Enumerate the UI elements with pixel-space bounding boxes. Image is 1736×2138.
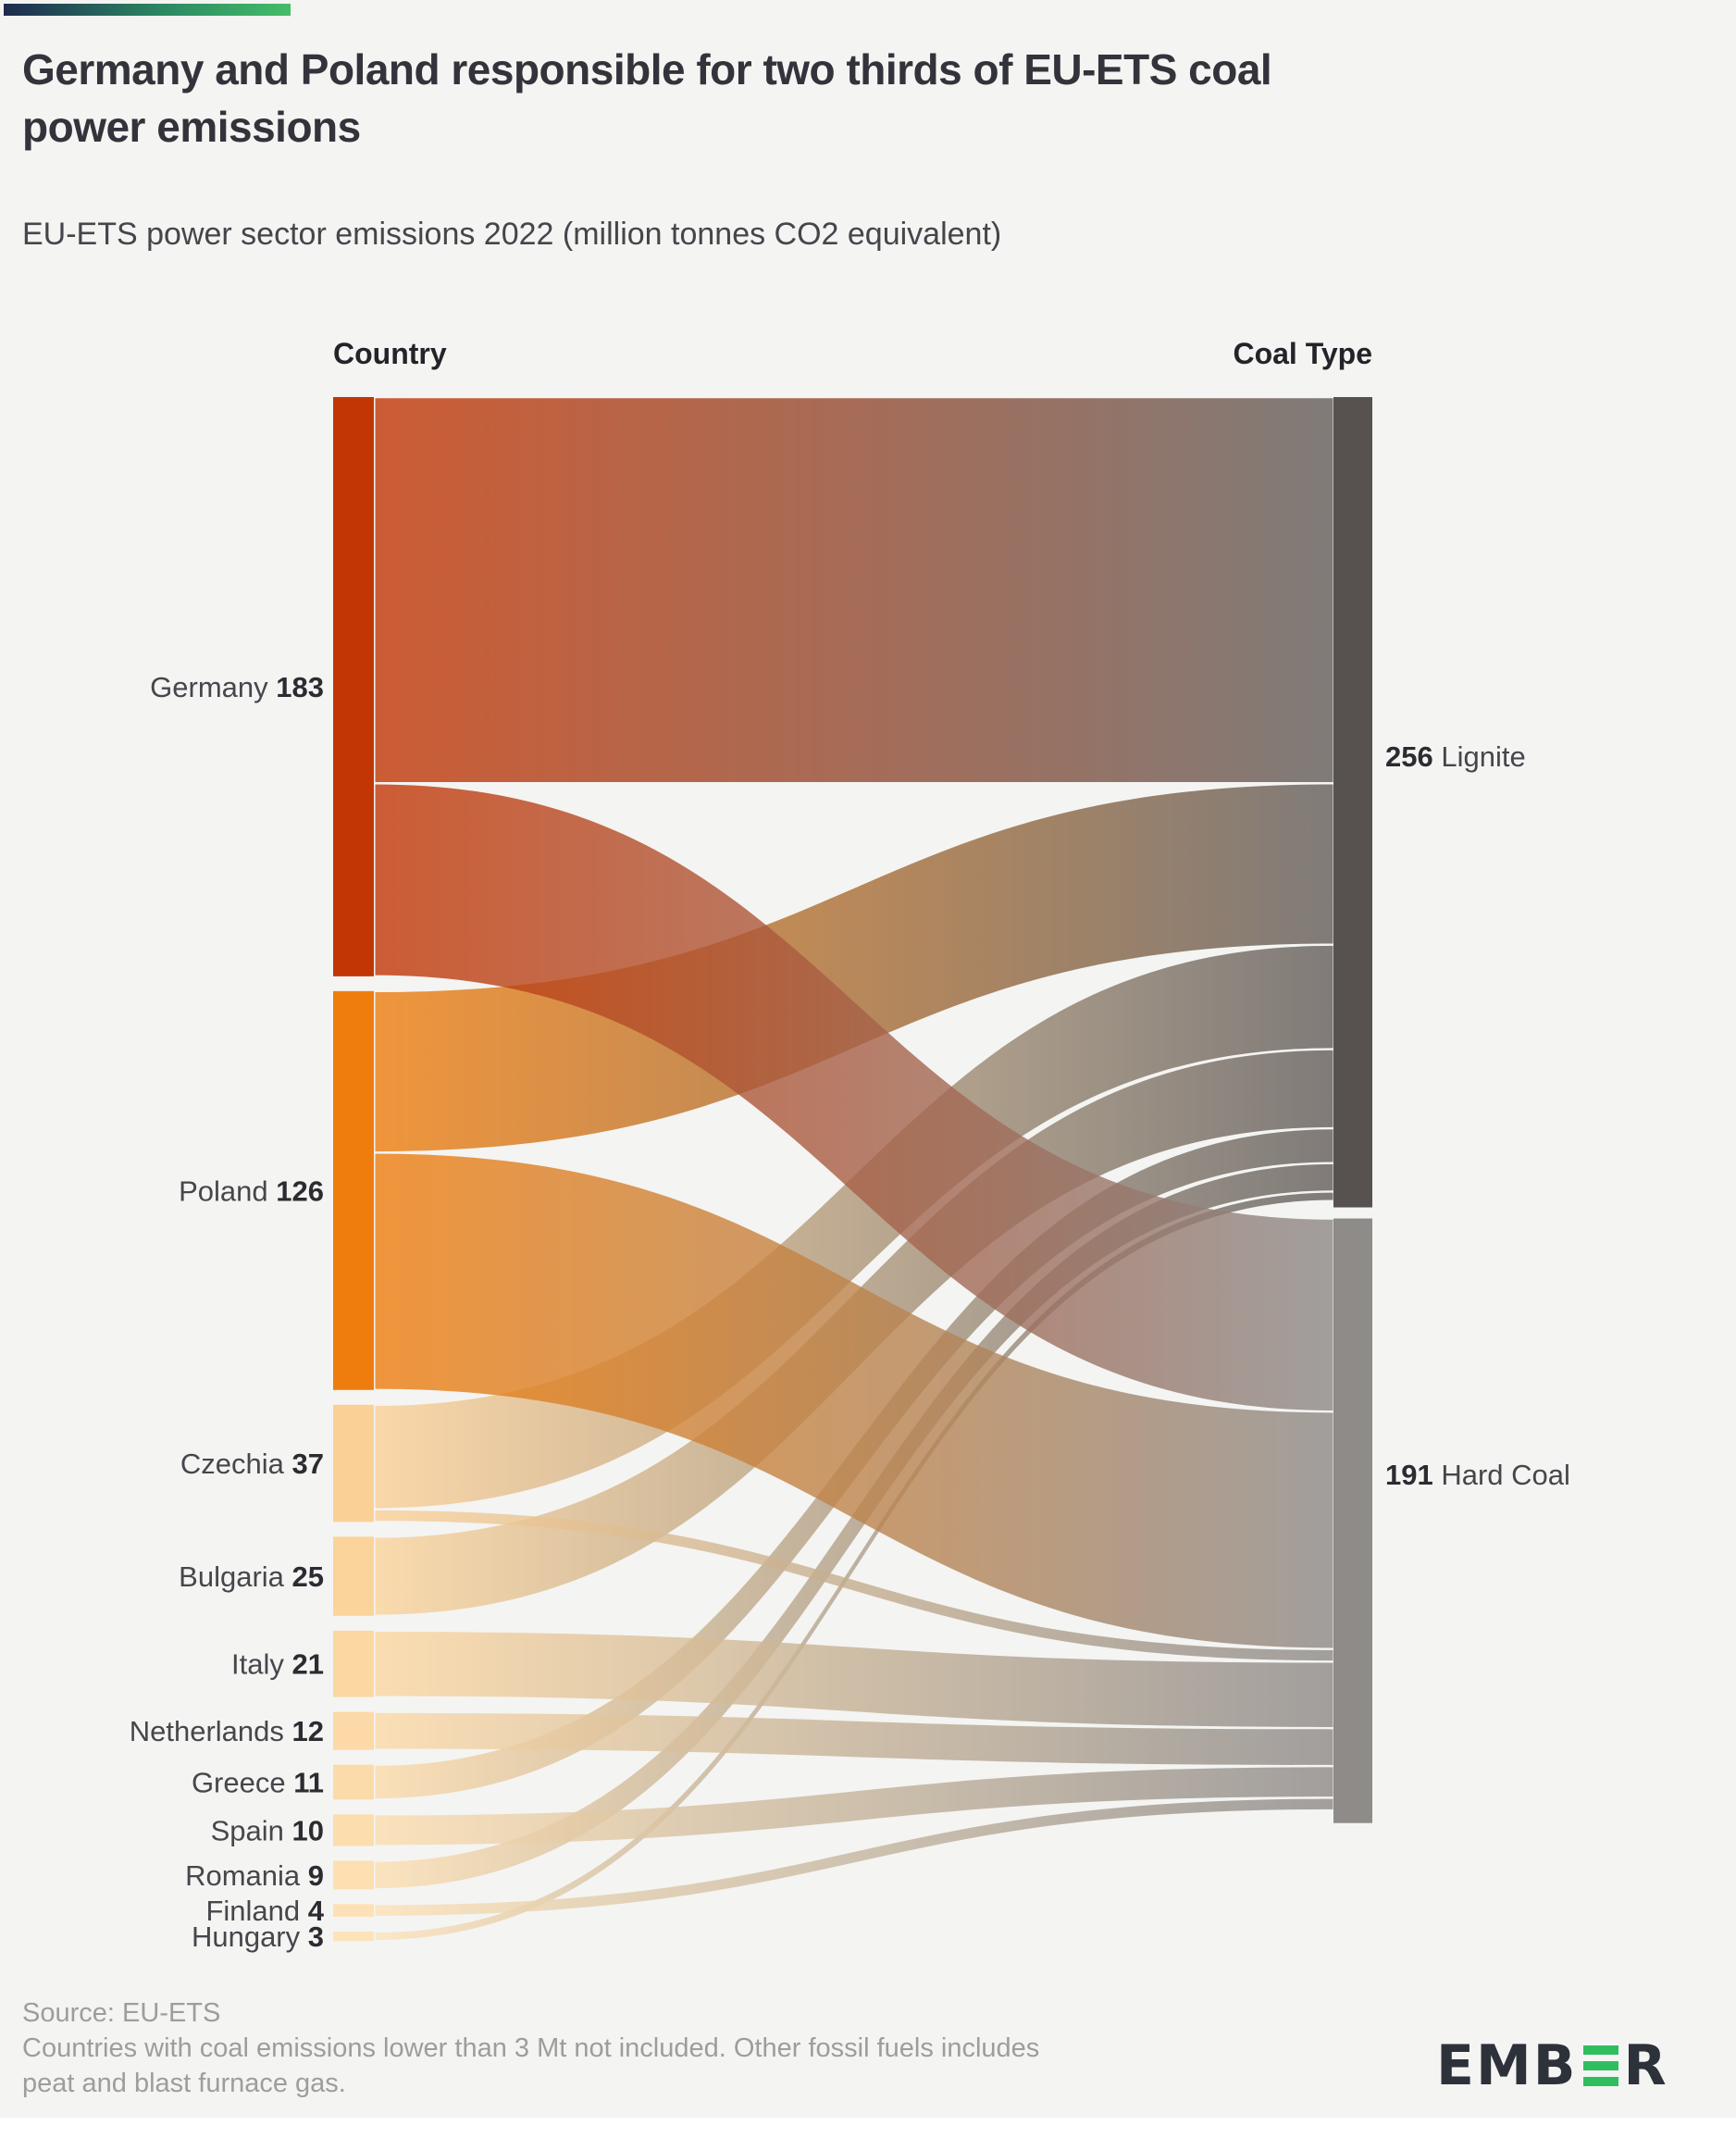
- sankey-node-hard-coal: [1333, 1218, 1372, 1823]
- sankey-node-netherlands: [333, 1711, 374, 1750]
- sankey-node-spain: [333, 1814, 374, 1846]
- sankey-node-italy: [333, 1630, 374, 1697]
- sankey-node-romania: [333, 1860, 374, 1890]
- sankey-node-finland: [333, 1904, 374, 1917]
- coal-label-hard-coal: 191 Hard Coal: [1385, 1459, 1570, 1491]
- page-title-line2: power emissions: [22, 103, 361, 151]
- sankey-flow-poland-to-lignite: [375, 784, 1333, 1152]
- node-label-czechia: Czechia 37: [180, 1448, 324, 1480]
- sankey-node-greece: [333, 1764, 374, 1800]
- ember-logo-e-bar: [1583, 2077, 1619, 2086]
- note-line-2: peat and blast furnace gas.: [22, 2069, 346, 2098]
- sankey-flow-netherlands-to-hard-coal: [375, 1712, 1333, 1765]
- sankey-node-hungary: [333, 1931, 374, 1942]
- node-label-italy: Italy 21: [231, 1648, 324, 1681]
- sankey-flow-hungary-to-lignite: [375, 1192, 1333, 1941]
- page-title: Germany and Poland responsible for two t…: [22, 41, 1595, 155]
- sankey-flow-czechia-to-hard-coal: [375, 1510, 1333, 1661]
- node-label-finland: Finland 4: [205, 1895, 324, 1927]
- chart-footer: Source: EU-ETS Countries with coal emiss…: [22, 1995, 1039, 2101]
- sankey-flow-finland-to-hard-coal: [375, 1798, 1333, 1916]
- node-label-bulgaria: Bulgaria 25: [179, 1560, 324, 1593]
- page-title-line1: Germany and Poland responsible for two t…: [22, 45, 1272, 93]
- sankey-flow-spain-to-hard-coal: [375, 1767, 1333, 1846]
- ember-logo-prefix: EMB: [1436, 2033, 1578, 2098]
- node-label-germany: Germany 183: [150, 671, 324, 703]
- sankey-node-lignite: [1333, 397, 1372, 1208]
- sankey-node-bulgaria: [333, 1536, 374, 1616]
- sankey-flow-romania-to-lignite: [375, 1163, 1333, 1889]
- ember-logo: EMB R: [1436, 2033, 1668, 2098]
- column-header-coal-type: Coal Type: [1233, 337, 1372, 370]
- page-subtitle: EU-ETS power sector emissions 2022 (mill…: [22, 217, 1002, 252]
- column-header-country: Country: [333, 337, 447, 370]
- top-accent-bar: [4, 4, 291, 16]
- sankey-flow-poland-to-hard-coal: [375, 1153, 1333, 1648]
- node-label-romania: Romania 9: [185, 1859, 324, 1892]
- sankey-node-germany: [333, 397, 374, 976]
- ember-logo-e-icon: [1583, 2045, 1619, 2086]
- note-line-1: Countries with coal emissions lower than…: [22, 2033, 1040, 2063]
- sankey-flow-italy-to-hard-coal: [375, 1632, 1333, 1727]
- node-label-hungary: Hungary 3: [192, 1920, 324, 1953]
- ember-logo-suffix: R: [1623, 2033, 1668, 2098]
- coal-label-lignite: 256 Lignite: [1385, 740, 1526, 773]
- ember-logo-e-bar: [1583, 2061, 1619, 2070]
- node-label-poland: Poland 126: [179, 1175, 324, 1207]
- sankey-node-poland: [333, 990, 374, 1390]
- ember-logo-e-bar: [1583, 2045, 1619, 2055]
- source-text: Source: EU-ETS: [22, 1998, 221, 2028]
- sankey-flow-germany-to-hard-coal: [375, 784, 1333, 1411]
- node-label-netherlands: Netherlands 12: [130, 1715, 324, 1747]
- node-label-greece: Greece 11: [192, 1766, 324, 1798]
- sankey-flow-germany-to-lignite: [375, 398, 1333, 783]
- sankey-node-czechia: [333, 1404, 374, 1523]
- node-label-spain: Spain 10: [211, 1814, 324, 1846]
